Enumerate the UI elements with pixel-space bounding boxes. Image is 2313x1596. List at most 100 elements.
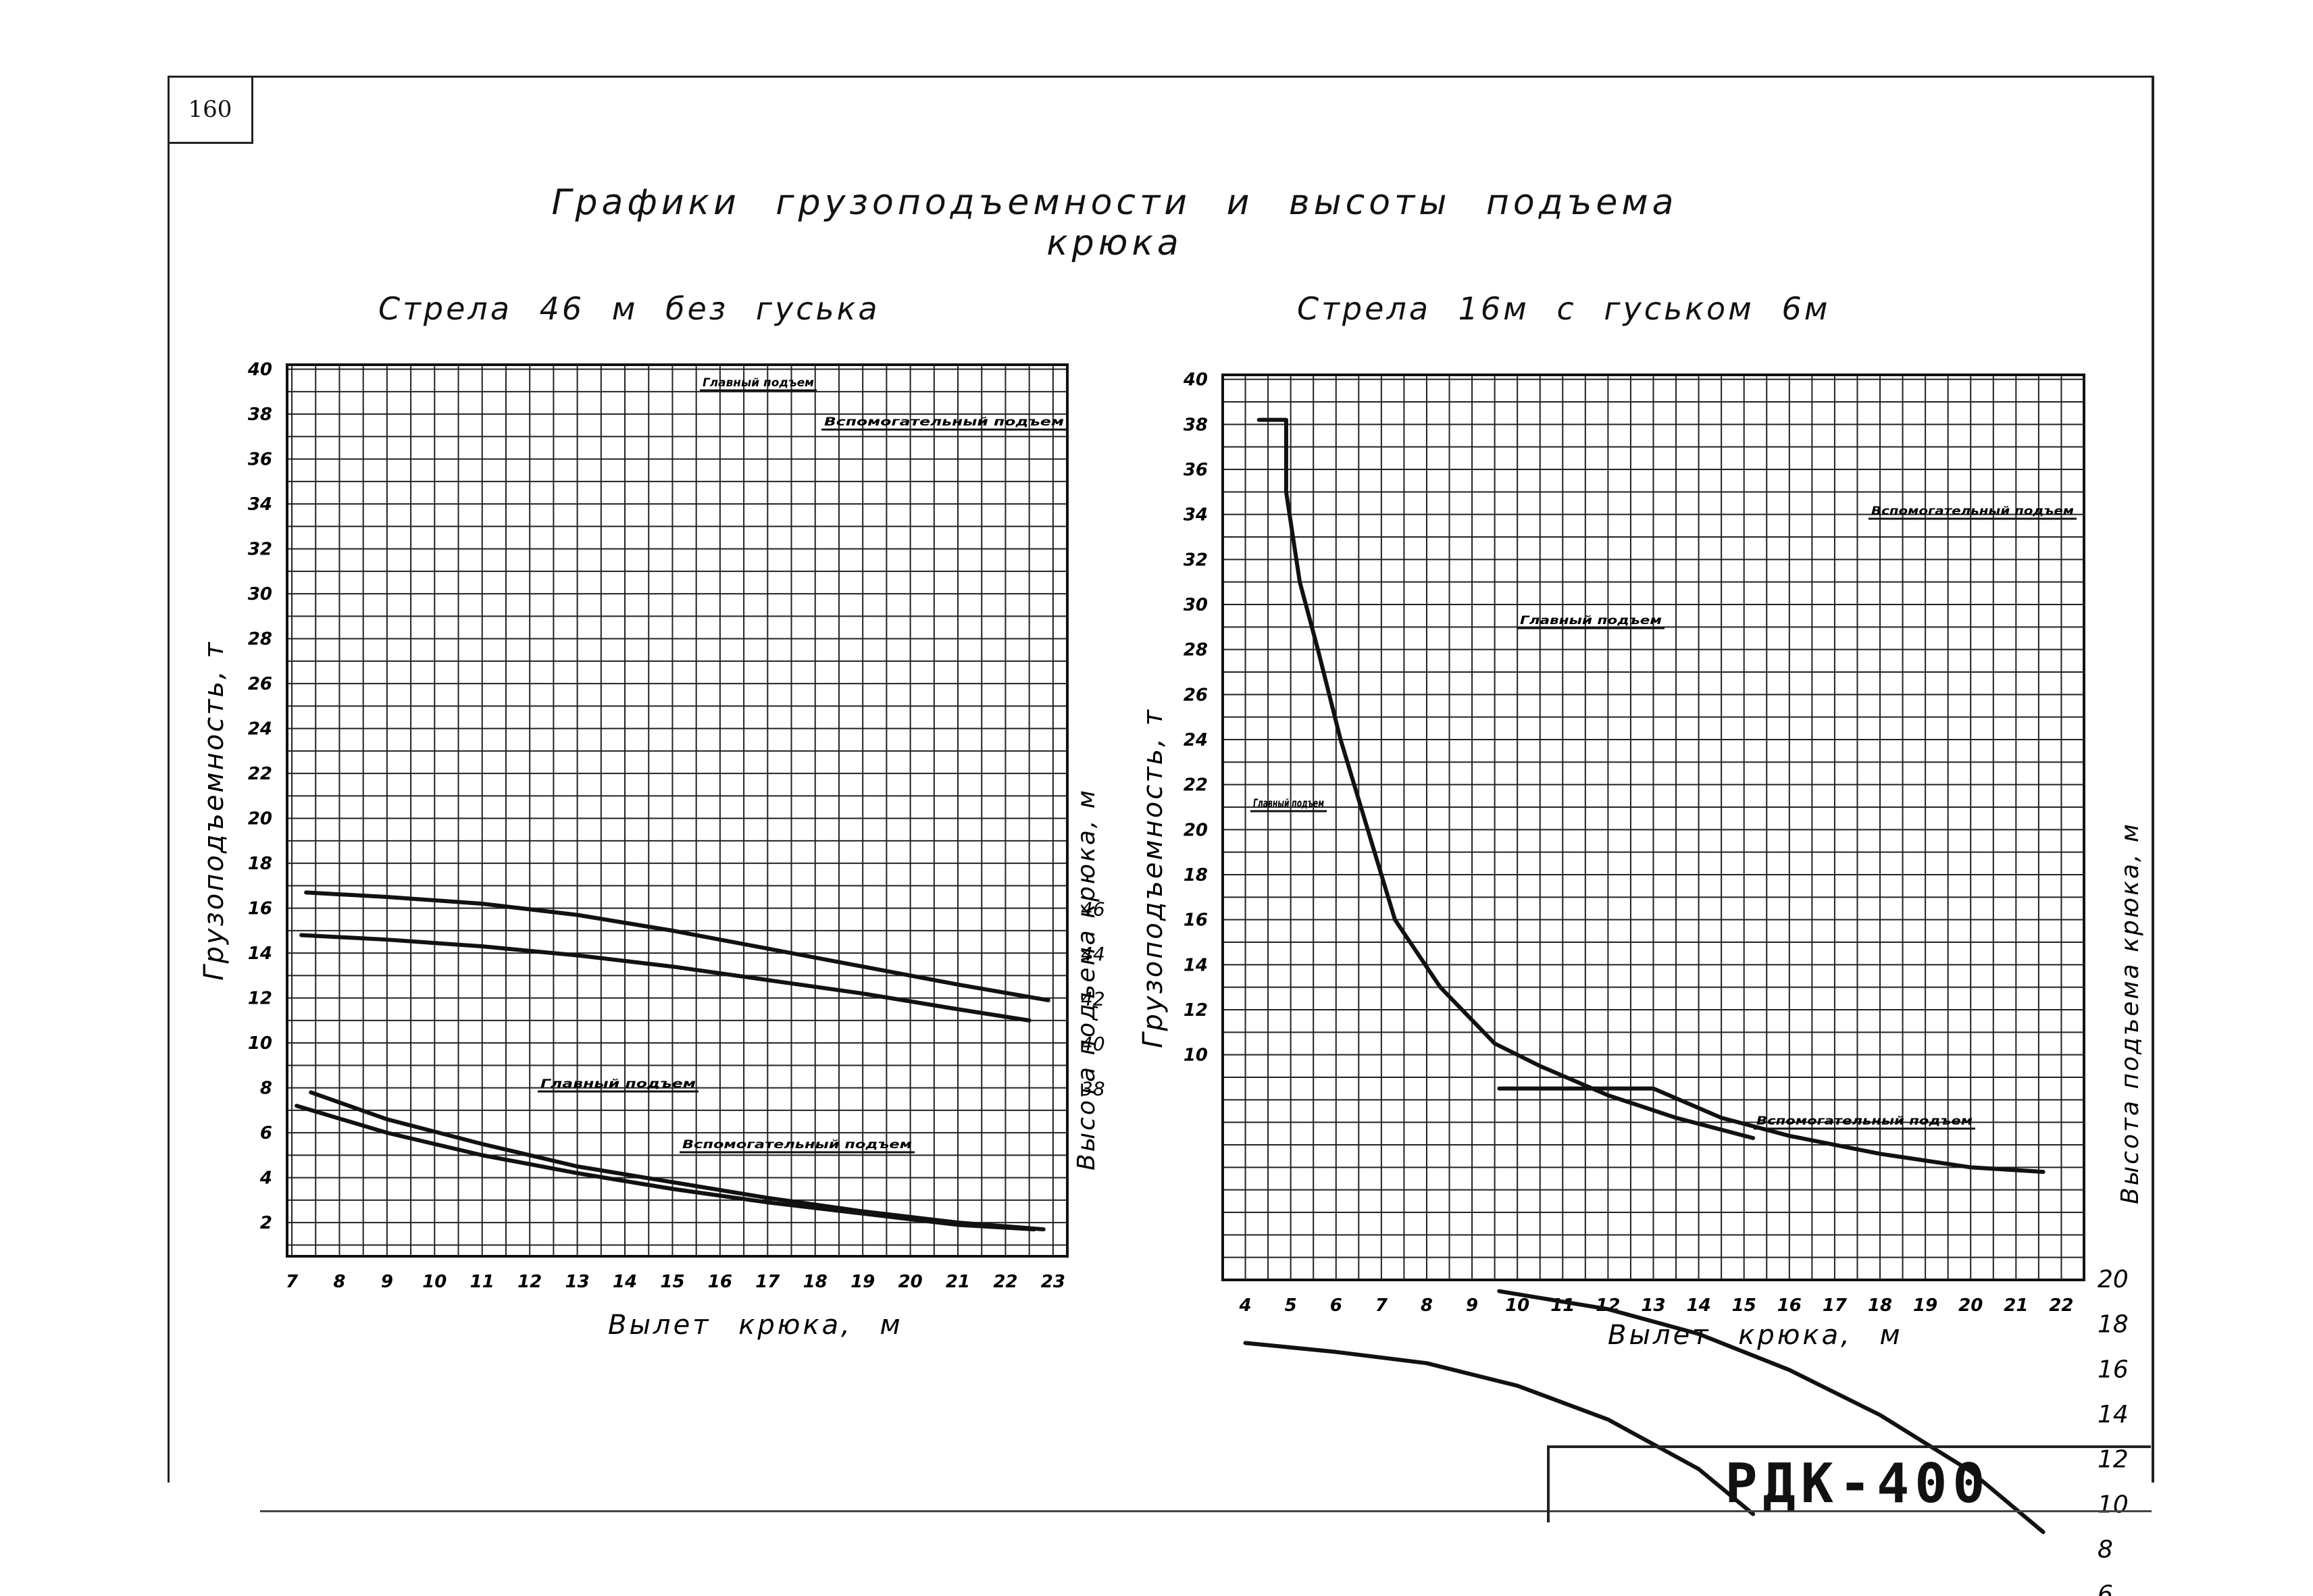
x-tick-label: 17: [1823, 1295, 1848, 1316]
y-tick-label: 12: [1184, 1000, 1208, 1021]
x-tick-label: 17: [755, 1272, 780, 1292]
x-tick-label: 22: [2049, 1295, 2073, 1316]
y-tick-label: 40: [247, 360, 272, 380]
series-line: [304, 890, 1050, 1002]
series-line: [299, 933, 1032, 1023]
y-tick-label: 26: [248, 674, 272, 694]
y-right-tick-label: 14: [2098, 1401, 2129, 1428]
curve-annotation: Вспомогательный подъем: [824, 415, 1064, 429]
x-tick-label: 21: [2004, 1295, 2028, 1316]
x-tick-label: 8: [333, 1272, 345, 1292]
title-block-frame: [1547, 1445, 2151, 1522]
y-right-tick-label: 40: [1081, 1033, 1105, 1055]
chart-right-title: Стрела 16м с гуськом 6м: [1297, 290, 1831, 327]
x-axis-label: Вылет крюка, м: [608, 1310, 903, 1341]
x-tick-label: 18: [1868, 1295, 1892, 1316]
y-tick-label: 26: [1184, 685, 1208, 705]
y-tick-label: 4: [259, 1168, 272, 1189]
curve-annotation: Вспомогательный подъем: [1871, 505, 2074, 518]
series-line: [295, 1104, 1036, 1232]
x-tick-label: 9: [1466, 1295, 1478, 1316]
x-tick-label: 23: [1041, 1272, 1065, 1292]
x-tick-label: 20: [1958, 1295, 1983, 1316]
page-title: Графики грузоподъемности и высоты подъем…: [551, 182, 1678, 263]
x-tick-label: 22: [993, 1272, 1017, 1292]
grid: [287, 365, 1067, 1256]
x-tick-label: 14: [613, 1272, 637, 1292]
curve-annotation: Главный подъем: [540, 1077, 696, 1091]
x-tick-label: 10: [1505, 1295, 1529, 1316]
y-tick-label: 34: [1184, 505, 1208, 525]
y-tick-label: 22: [1184, 775, 1208, 796]
x-tick-label: 7: [286, 1272, 299, 1292]
series-line: [1497, 1086, 2045, 1174]
y-tick-label: 6: [260, 1123, 272, 1143]
y-tick-label: 14: [248, 944, 272, 964]
y-right-tick-label: 10: [2098, 1491, 2129, 1518]
y-tick-label: 30: [1184, 595, 1208, 615]
x-tick-label: 13: [565, 1272, 590, 1292]
x-tick-label: 8: [1421, 1295, 1433, 1316]
y-tick-label: 22: [248, 764, 272, 784]
y-right-tick-label: 12: [2098, 1446, 2129, 1474]
curve-annotation: Вспомогательный подъем: [682, 1138, 912, 1152]
y-tick-label: 36: [1184, 460, 1208, 480]
x-tick-label: 19: [1913, 1295, 1937, 1316]
x-axis-label: Вылет крюка, м: [1608, 1320, 1903, 1351]
y-right-tick-label: 8: [2098, 1536, 2113, 1564]
curve-annotation: Главный подъем: [703, 376, 814, 390]
plot-frame: [1221, 374, 2085, 1281]
y-tick-label: 38: [248, 405, 272, 425]
x-tick-label: 9: [381, 1272, 393, 1292]
x-tick-label: 16: [1777, 1295, 1802, 1316]
y-right-tick-label: 20: [2098, 1266, 2129, 1293]
x-tick-label: 16: [708, 1272, 732, 1292]
y-tick-label: 16: [248, 899, 272, 919]
y-tick-label: 34: [248, 494, 272, 515]
y-tick-label: 32: [1184, 550, 1208, 570]
series-line: [309, 1090, 1046, 1232]
y-axis-label: Грузоподъемность, т: [199, 640, 230, 981]
y-tick-label: 12: [248, 989, 272, 1009]
x-tick-label: 20: [898, 1272, 922, 1292]
x-tick-label: 13: [1641, 1295, 1665, 1316]
x-tick-label: 10: [422, 1272, 447, 1292]
y-right-axis-label: Высота подъема крюка, м: [1073, 788, 1100, 1170]
y-tick-label: 28: [1184, 640, 1208, 661]
x-tick-label: 7: [1375, 1295, 1388, 1316]
x-tick-label: 4: [1239, 1295, 1252, 1316]
y-tick-label: 30: [248, 584, 272, 604]
y-right-tick-label: 38: [1081, 1078, 1105, 1100]
series-line: [1497, 1289, 2045, 1535]
x-tick-label: 14: [1687, 1295, 1711, 1316]
y-right-tick-label: 46: [1081, 898, 1105, 921]
y-tick-label: 20: [1184, 820, 1208, 840]
series-line: [1256, 417, 1756, 1140]
x-tick-label: 15: [1732, 1295, 1756, 1316]
y-right-axis-label: Высота подъема крюка, м: [2116, 822, 2144, 1204]
plot-area: 4 5 6 7 8 9 10 11 12 13 14 15 16 17 18 19 20 21 2210121416…: [1138, 370, 2144, 1596]
y-tick-label: 36: [248, 450, 272, 470]
page-number: 160: [169, 77, 253, 144]
y-tick-label: 20: [248, 809, 272, 829]
curve-annotation: Главный подъем: [1520, 614, 1662, 627]
plot-area: 7 8 9 10 11 12 13 14 15 16 17 18 19 20 21 22 23246810121…: [199, 360, 1105, 1341]
curve-annotation: Вспомогательный подъем: [1756, 1114, 1973, 1128]
x-tick-label: 5: [1285, 1295, 1297, 1316]
x-tick-label: 6: [1330, 1295, 1342, 1316]
y-tick-label: 14: [1184, 955, 1208, 975]
y-tick-label: 8: [260, 1079, 272, 1099]
y-tick-label: 2: [260, 1213, 272, 1233]
series-line: [1243, 1341, 1756, 1516]
y-tick-label: 28: [248, 629, 272, 650]
plot-frame: [286, 363, 1069, 1258]
y-tick-label: 10: [248, 1033, 272, 1054]
x-tick-label: 12: [517, 1272, 542, 1292]
chart-left-title: Стрела 46 м без гуська: [378, 290, 880, 327]
y-tick-label: 18: [1184, 865, 1208, 885]
y-right-tick-label: 6: [2098, 1581, 2113, 1596]
y-tick-label: 38: [1184, 415, 1208, 435]
